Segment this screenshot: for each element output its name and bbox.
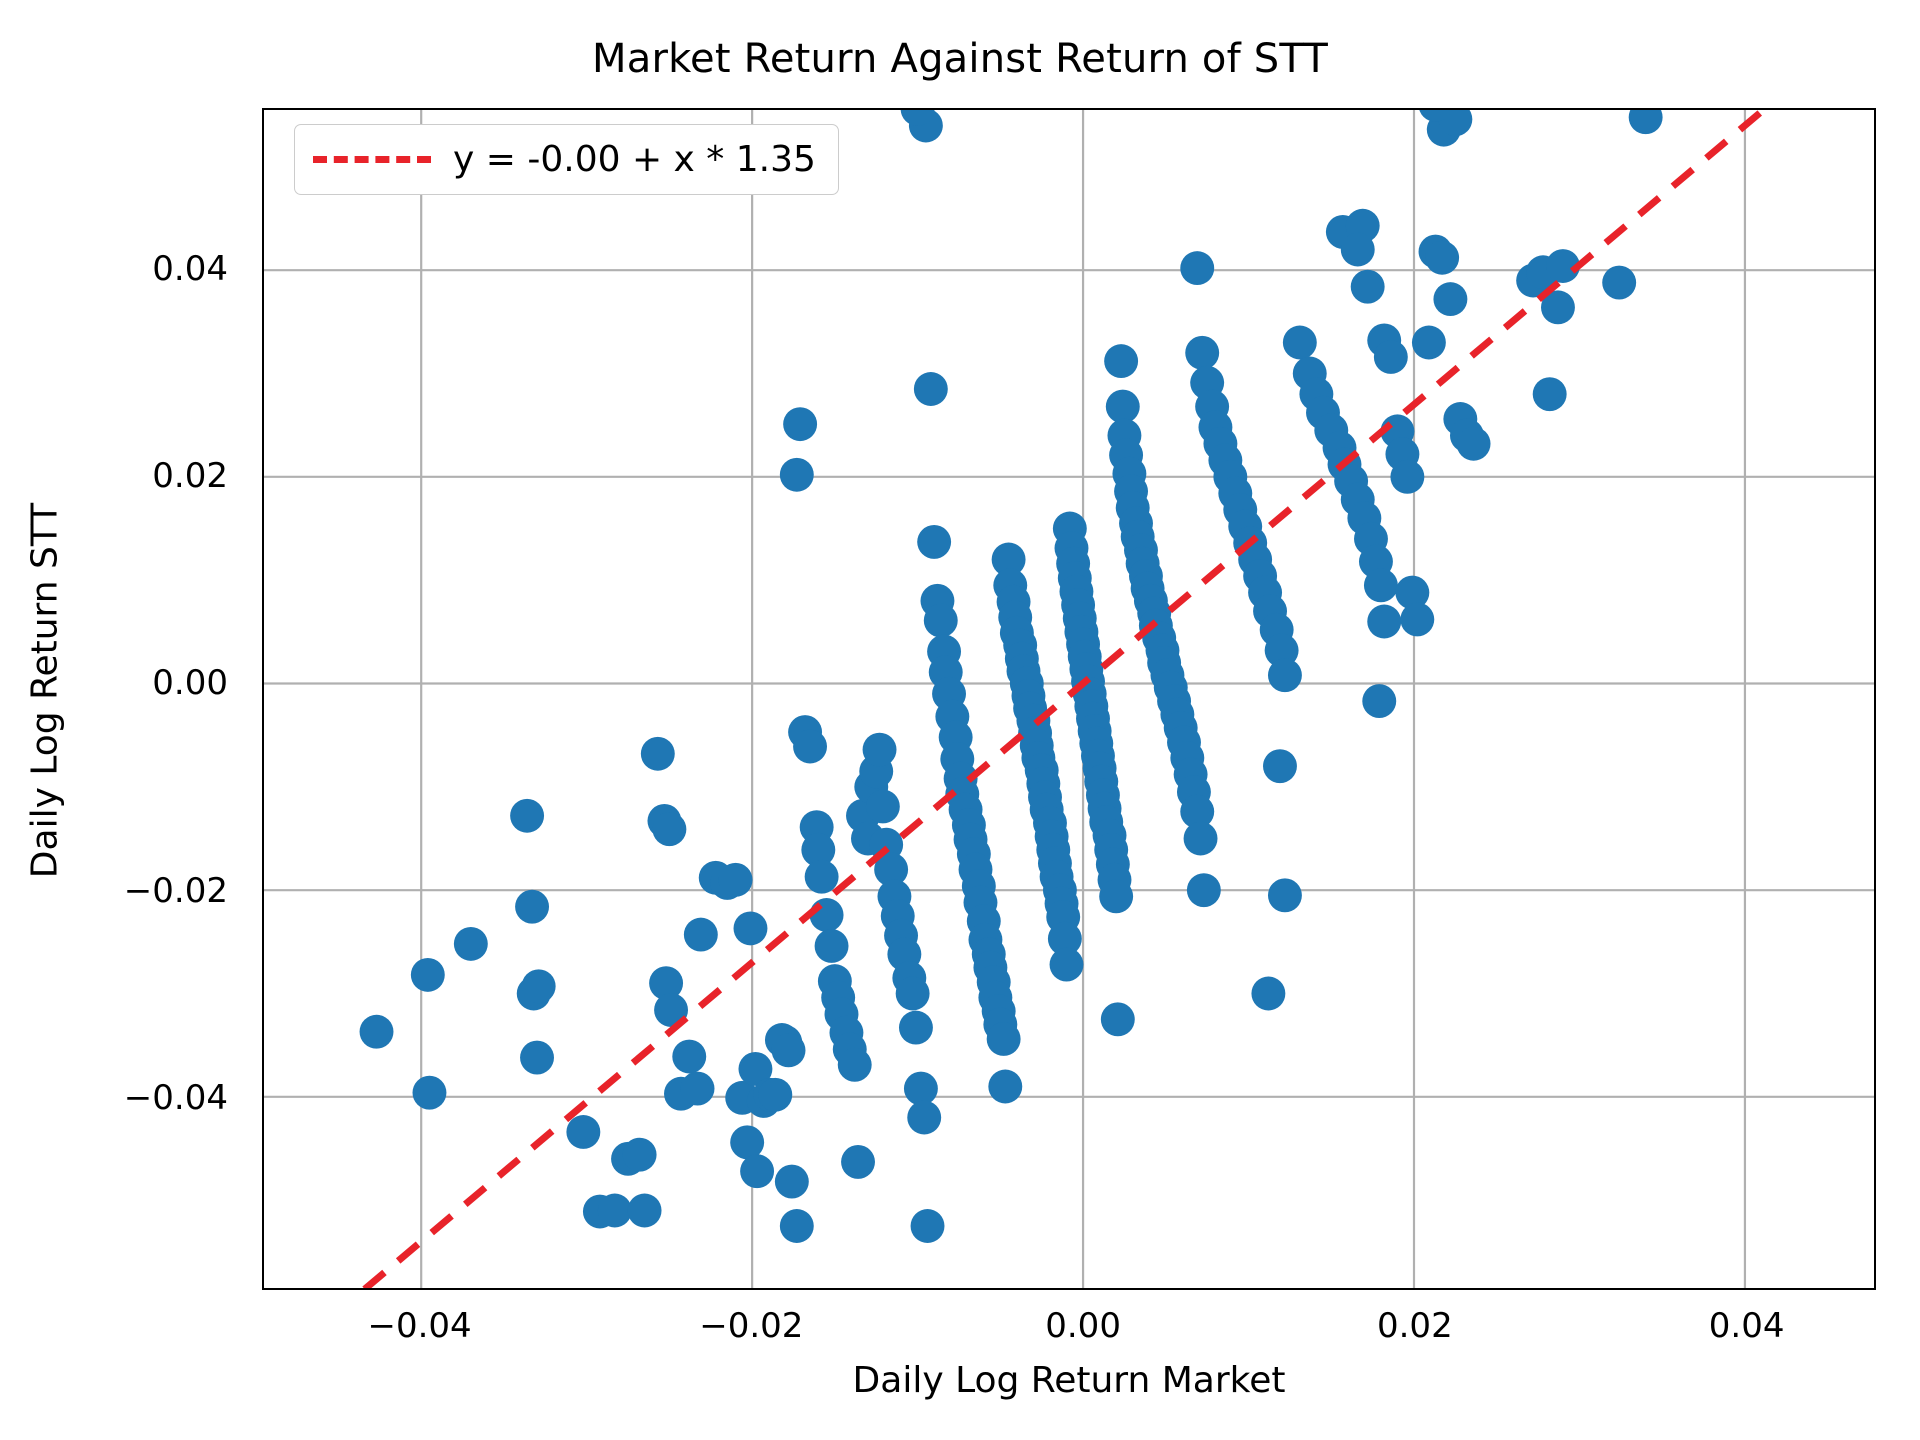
legend-entry-label: y = -0.00 + x * 1.35 bbox=[453, 139, 816, 180]
x-tick-label: 0.02 bbox=[1376, 1306, 1453, 1346]
y-tick-label: −0.04 bbox=[123, 1078, 228, 1119]
y-tick-label: 0.02 bbox=[152, 456, 228, 497]
y-tick-label: 0.04 bbox=[152, 248, 228, 289]
x-tick-label: −0.02 bbox=[699, 1306, 804, 1346]
x-axis-label: Daily Log Return Market bbox=[852, 1360, 1286, 1401]
x-tick-label: −0.04 bbox=[367, 1306, 472, 1346]
plot-axes bbox=[262, 108, 1876, 1290]
y-tick-label: −0.02 bbox=[123, 870, 228, 911]
chart-legend: y = -0.00 + x * 1.35 bbox=[294, 124, 839, 195]
regression-line-swatch-icon bbox=[313, 156, 431, 163]
x-tick-label: 0.04 bbox=[1708, 1306, 1785, 1346]
y-axis-tick-labels: −0.04 −0.02 0.00 0.02 0.04 bbox=[0, 108, 242, 1290]
chart-title: Market Return Against Return of STT bbox=[592, 36, 1328, 82]
x-axis-tick-labels: −0.04 −0.02 0.00 0.02 0.04 bbox=[262, 1292, 1876, 1352]
x-tick-label: 0.00 bbox=[1045, 1306, 1121, 1346]
y-axis-label: Daily Log Return STT bbox=[24, 502, 66, 879]
y-tick-label: 0.00 bbox=[152, 663, 228, 704]
scatter-plot-canvas bbox=[264, 110, 1874, 1288]
data-points bbox=[359, 110, 1663, 1243]
